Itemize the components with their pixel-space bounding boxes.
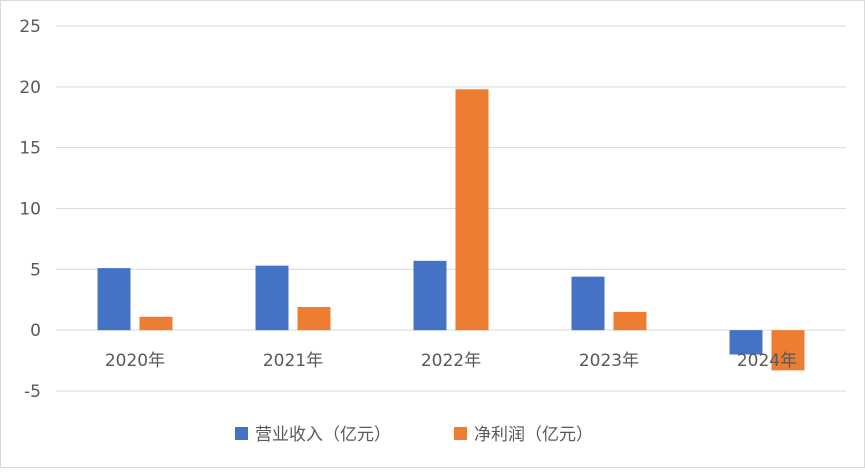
y-tick-label: 10 (19, 200, 41, 220)
legend: 营业收入（亿元） 净利润（亿元） (235, 425, 593, 445)
x-tick-label: 2024年 (737, 351, 797, 371)
bar-revenue (729, 330, 763, 355)
y-axis: -5 0 5 10 15 20 25 (19, 17, 41, 402)
bar-revenue (255, 265, 289, 331)
y-tick-label: 15 (19, 139, 41, 159)
legend-label: 净利润（亿元） (474, 425, 593, 445)
gridlines (56, 25, 846, 392)
bar-net-profit (613, 311, 647, 331)
y-tick-label: -5 (24, 382, 41, 402)
y-tick-label: 25 (19, 17, 41, 37)
legend-swatch (235, 427, 248, 440)
x-tick-label: 2023年 (579, 351, 639, 371)
x-tick-label: 2022年 (421, 351, 481, 371)
legend-swatch (454, 427, 467, 440)
y-tick-label: 0 (30, 321, 41, 341)
y-tick-label: 20 (19, 78, 41, 98)
legend-label: 营业收入（亿元） (255, 425, 391, 445)
y-tick-label: 5 (30, 260, 41, 280)
bar-revenue (413, 260, 447, 331)
bar-net-profit (297, 307, 331, 331)
bar-revenue (97, 268, 131, 331)
bars (97, 89, 805, 371)
bar-net-profit (771, 330, 805, 371)
bar-revenue (571, 276, 605, 331)
bar-net-profit (139, 316, 173, 331)
x-axis: 2020年 2021年 2022年 2023年 2024年 (105, 351, 797, 371)
bar-net-profit (455, 89, 489, 331)
x-tick-label: 2020年 (105, 351, 165, 371)
x-tick-label: 2021年 (263, 351, 323, 371)
